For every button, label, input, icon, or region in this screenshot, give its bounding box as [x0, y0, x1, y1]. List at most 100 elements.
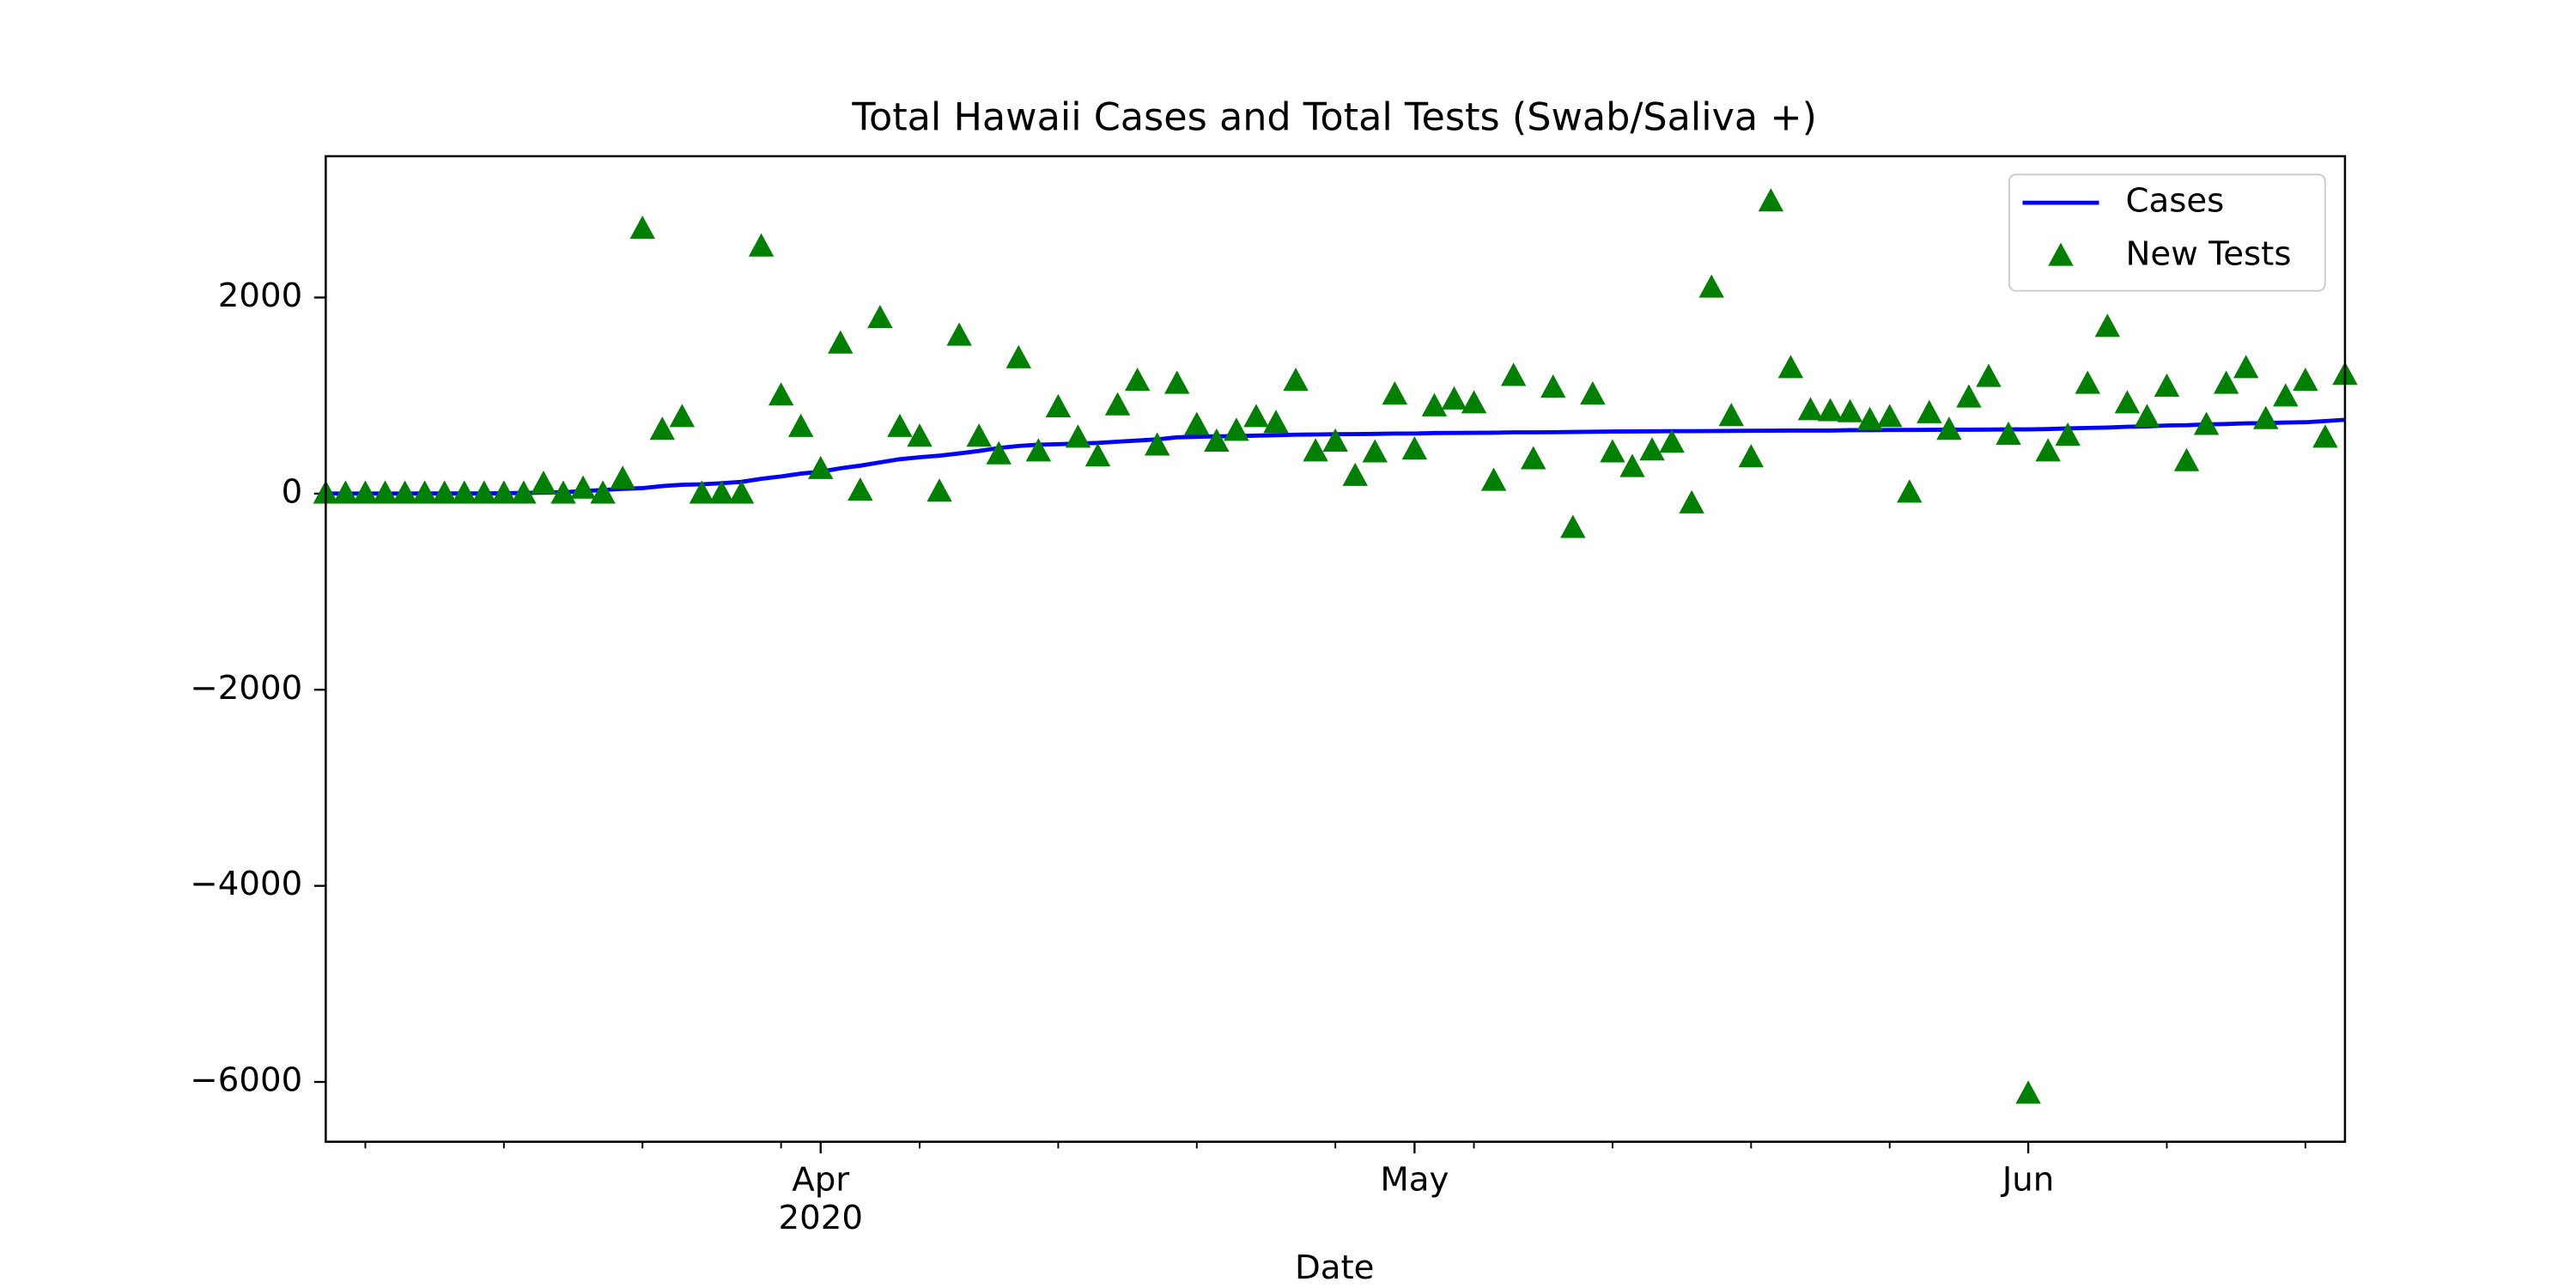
test-marker: [1480, 467, 1507, 491]
test-marker: [1837, 398, 1863, 422]
test-marker: [629, 216, 655, 240]
test-marker: [808, 455, 834, 479]
test-marker: [1421, 392, 1448, 416]
x-tick-label: Jun: [2001, 1161, 2054, 1200]
test-marker: [411, 480, 438, 504]
test-marker: [2193, 411, 2220, 435]
test-marker: [946, 322, 972, 346]
test-marker: [1718, 403, 1744, 427]
test-marker: [550, 480, 576, 504]
test-marker: [1521, 446, 1546, 470]
test-marker: [1777, 355, 1804, 379]
test-marker: [1956, 384, 1982, 408]
test-marker: [1005, 344, 1031, 368]
y-tick-label: −4000: [190, 865, 302, 903]
x-offset-label: 2020: [778, 1199, 862, 1237]
test-marker: [1224, 417, 1249, 441]
x-tick-label: Apr: [792, 1161, 849, 1200]
test-marker: [1382, 381, 1408, 405]
test-marker: [669, 404, 696, 428]
test-marker: [2312, 424, 2338, 448]
test-marker: [1045, 393, 1072, 417]
y-tick-label: −6000: [190, 1061, 302, 1100]
test-marker: [2154, 373, 2180, 398]
test-marker: [828, 330, 854, 354]
test-marker: [2134, 404, 2160, 428]
test-marker: [1856, 406, 1883, 430]
test-marker: [1936, 416, 1962, 440]
test-marker: [610, 465, 635, 489]
test-marker: [986, 440, 1012, 465]
test-marker: [1817, 398, 1844, 422]
test-marker: [1441, 386, 1467, 410]
test-marker: [392, 480, 418, 504]
test-marker: [728, 480, 755, 504]
plot-frame: [325, 155, 2347, 1143]
test-marker: [1322, 428, 1348, 452]
test-marker: [2213, 370, 2239, 394]
test-marker: [1758, 188, 1784, 212]
test-marker: [1084, 442, 1111, 467]
test-marker: [1065, 424, 1091, 448]
test-marker: [2055, 422, 2081, 447]
test-marker: [1659, 429, 1685, 453]
test-marker: [1897, 479, 1923, 503]
test-marker: [1124, 368, 1151, 392]
x-axis-label: Date: [1295, 1249, 1374, 1287]
test-marker: [1303, 438, 1328, 462]
test-marker: [1996, 421, 2021, 445]
test-marker: [2293, 368, 2318, 392]
test-marker: [1560, 514, 1586, 538]
test-marker: [1619, 453, 1645, 477]
test-marker: [2173, 447, 2200, 471]
test-marker: [2015, 1080, 2041, 1104]
test-marker: [1639, 437, 1665, 461]
test-marker: [1540, 374, 1566, 398]
test-marker: [1144, 432, 1170, 456]
test-marker: [748, 233, 775, 257]
test-marker: [1698, 274, 1724, 298]
test-marker: [689, 480, 715, 504]
test-marker: [848, 477, 873, 501]
test-marker: [1263, 410, 1289, 434]
test-marker: [1876, 404, 1903, 428]
legend-label: Cases: [2125, 182, 2224, 221]
chart-title: Total Hawaii Cases and Total Tests (Swab…: [851, 95, 1817, 139]
test-marker: [1679, 489, 1704, 513]
test-marker: [471, 480, 497, 504]
test-marker: [372, 480, 398, 504]
test-marker: [2114, 390, 2141, 414]
test-marker: [1580, 381, 1606, 405]
test-marker: [2273, 383, 2299, 407]
legend-marker: [2048, 242, 2074, 266]
test-marker: [1917, 399, 1942, 423]
test-marker: [708, 480, 735, 504]
test-marker: [590, 480, 616, 504]
test-marker: [1797, 397, 1824, 421]
legend-label: New Tests: [2125, 235, 2291, 274]
test-marker: [511, 480, 537, 504]
test-marker: [1283, 368, 1309, 392]
test-marker: [887, 413, 913, 437]
test-marker: [1500, 362, 1527, 386]
test-marker: [867, 304, 893, 329]
test-marker: [1104, 392, 1131, 416]
test-marker: [332, 480, 359, 504]
test-marker: [2075, 370, 2100, 394]
test-marker: [2094, 313, 2121, 337]
test-marker: [907, 423, 933, 447]
y-tick-label: 0: [282, 472, 303, 511]
test-marker: [1204, 428, 1230, 452]
y-tick-label: −2000: [190, 669, 302, 708]
test-marker: [1976, 363, 2002, 387]
test-marker: [452, 480, 477, 504]
x-tick-label: May: [1380, 1161, 1449, 1200]
test-marker: [491, 480, 517, 504]
test-marker: [1600, 439, 1625, 463]
test-marker: [1362, 439, 1388, 463]
test-marker: [768, 382, 794, 406]
test-marker: [531, 470, 556, 495]
test-marker: [1342, 462, 1368, 486]
test-marker: [570, 475, 596, 499]
